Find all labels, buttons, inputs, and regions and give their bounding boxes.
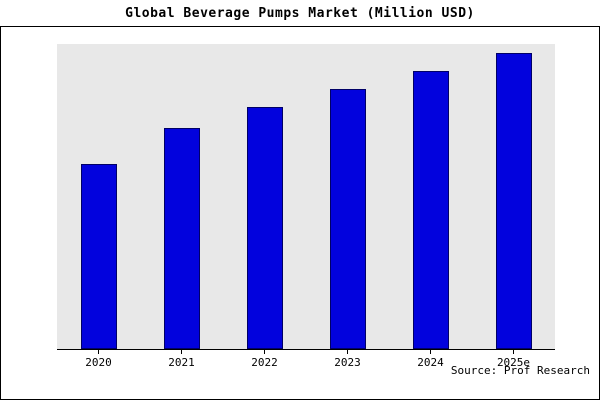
- chart-title: Global Beverage Pumps Market (Million US…: [125, 5, 475, 21]
- x-tick-mark: [98, 350, 99, 354]
- x-tick-label: 2021: [168, 356, 195, 369]
- x-tick-2023: 2023: [306, 350, 389, 369]
- plot-area: [57, 44, 555, 350]
- x-tick-mark: [513, 350, 514, 354]
- x-tick-2024: 2024: [389, 350, 472, 369]
- x-axis-labels: 2020 2021 2022 2023 2024 2025e: [57, 350, 555, 369]
- bar-series: [57, 44, 555, 349]
- x-tick-mark: [347, 350, 348, 354]
- x-tick-mark: [181, 350, 182, 354]
- x-tick-2020: 2020: [57, 350, 140, 369]
- x-tick-2022: 2022: [223, 350, 306, 369]
- x-tick-2025e: 2025e: [472, 350, 555, 369]
- x-tick-2021: 2021: [140, 350, 223, 369]
- x-tick-mark: [264, 350, 265, 354]
- x-tick-label: 2020: [85, 356, 112, 369]
- bar-2025e: [495, 52, 532, 349]
- bar-2023: [329, 88, 366, 349]
- x-tick-label: 2024: [417, 356, 444, 369]
- x-tick-label: 2025e: [496, 356, 531, 369]
- title-bar: Global Beverage Pumps Market (Million US…: [0, 0, 600, 27]
- x-tick-label: 2022: [251, 356, 278, 369]
- x-tick-label: 2023: [334, 356, 361, 369]
- x-tick-mark: [430, 350, 431, 354]
- bar-2021: [163, 127, 200, 349]
- source-attribution: Source: Prof Research: [450, 364, 590, 377]
- bar-2024: [412, 70, 449, 349]
- bar-2022: [246, 106, 283, 349]
- bar-2020: [80, 163, 117, 349]
